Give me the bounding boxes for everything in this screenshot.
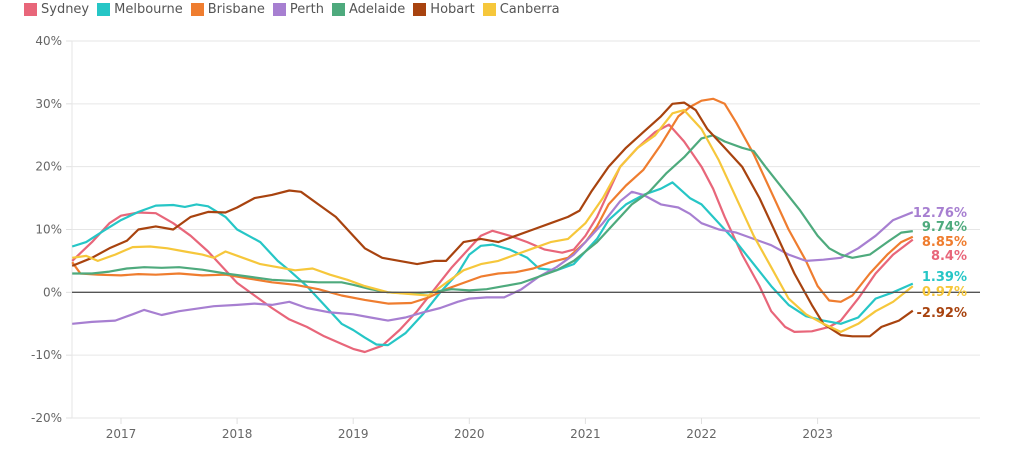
end-label-hobart: -2.92%	[917, 306, 968, 321]
series-line-melbourne	[71, 181, 914, 347]
legend-label: Perth	[289, 2, 324, 17]
legend-item-melbourne[interactable]: Melbourne	[97, 2, 183, 17]
y-tick-label: 10%	[35, 223, 62, 237]
legend-item-hobart[interactable]: Hobart	[413, 2, 475, 17]
legend-item-sydney[interactable]: Sydney	[24, 2, 89, 17]
end-label-perth: 12.76%	[913, 206, 967, 221]
legend-label: Melbourne	[114, 2, 183, 17]
series-line-perth	[72, 190, 914, 325]
series-line-canberra	[72, 109, 914, 333]
legend-swatch	[272, 3, 286, 16]
x-tick-label: 2020	[454, 427, 485, 441]
legend: Sydney Melbourne Brisbane Perth Adelaide Hoba…	[24, 2, 568, 17]
legend-label: Adelaide	[348, 2, 406, 17]
legend-swatch	[482, 3, 496, 16]
legend-swatch	[413, 3, 427, 16]
legend-item-adelaide[interactable]: Adelaide	[331, 2, 406, 17]
y-tick-label: -20%	[31, 411, 62, 425]
end-label-sydney: 8.4%	[931, 249, 967, 264]
y-tick-label: -10%	[31, 348, 62, 362]
series-line-brisbane	[71, 97, 914, 305]
end-label-canberra: 0.97%	[922, 285, 967, 300]
series-line-sydney	[71, 123, 914, 354]
end-label-brisbane: 8.85%	[922, 235, 967, 250]
x-tick-label: 2018	[222, 427, 253, 441]
end-label-adelaide: 9.74%	[922, 220, 967, 235]
y-tick-label: 20%	[35, 160, 62, 174]
x-tick-label: 2021	[570, 427, 601, 441]
legend-swatch	[190, 3, 204, 16]
y-tick-label: 0%	[43, 285, 62, 299]
end-label-melbourne: 1.39%	[922, 270, 967, 285]
legend-item-canberra[interactable]: Canberra	[482, 2, 560, 17]
x-tick-label: 2022	[686, 427, 717, 441]
x-tick-label: 2023	[802, 427, 833, 441]
y-tick-label: 30%	[35, 97, 62, 111]
legend-swatch	[97, 3, 111, 16]
legend-label: Hobart	[430, 2, 475, 17]
series-line-adelaide	[72, 134, 913, 295]
legend-swatch	[24, 3, 37, 16]
x-tick-label: 2019	[338, 427, 369, 441]
y-tick-label: 40%	[35, 34, 62, 48]
legend-item-brisbane[interactable]: Brisbane	[190, 2, 265, 17]
series-line-hobart	[71, 101, 914, 338]
legend-label: Brisbane	[207, 2, 265, 17]
legend-label: Canberra	[499, 2, 560, 17]
x-tick-label: 2017	[106, 427, 137, 441]
legend-swatch	[331, 3, 345, 16]
legend-item-perth[interactable]: Perth	[272, 2, 324, 17]
legend-label: Sydney	[41, 2, 90, 17]
